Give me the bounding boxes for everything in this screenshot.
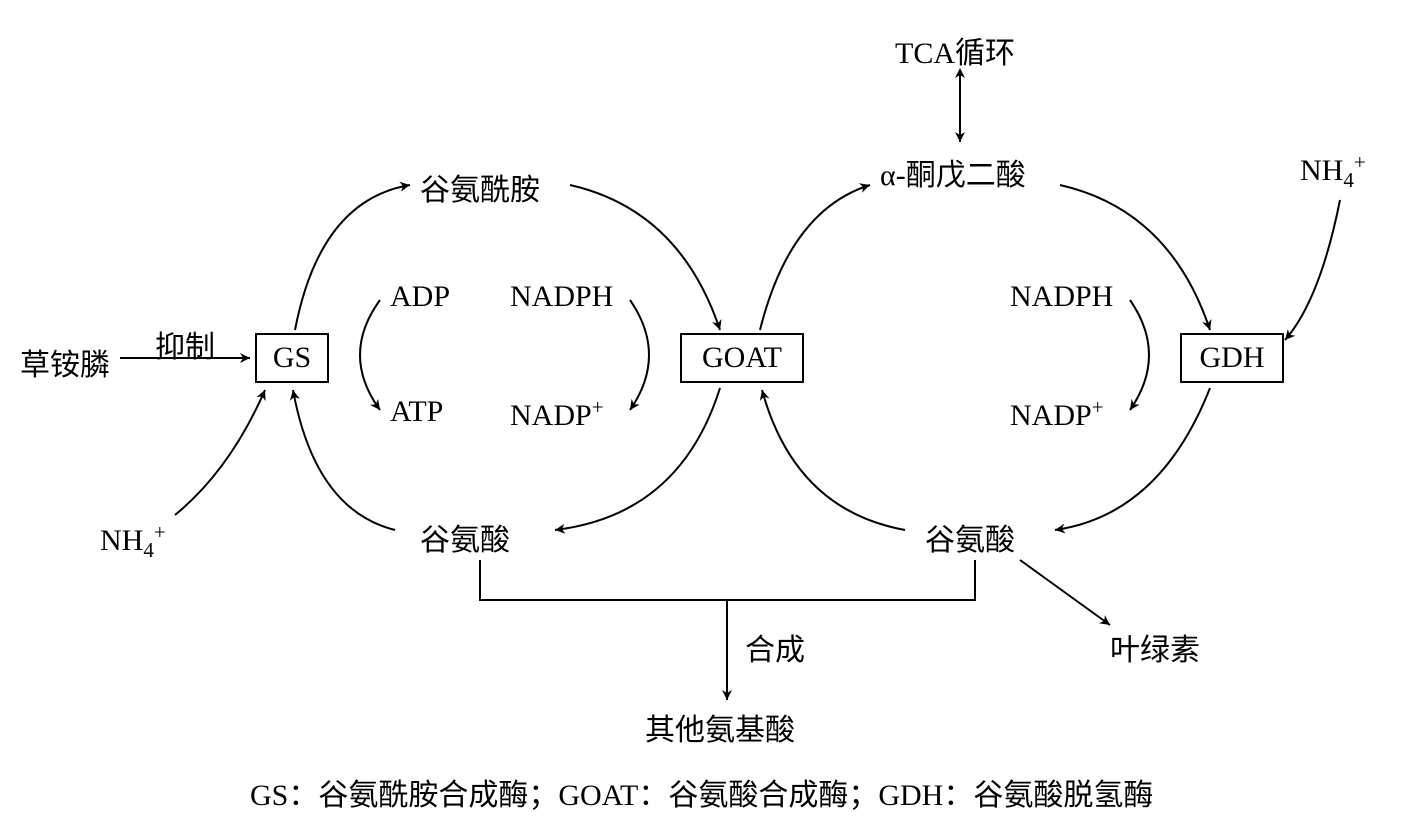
gs-box: GS xyxy=(255,333,329,383)
label-synthesis: 合成 xyxy=(745,625,805,669)
arrow-glu-goat xyxy=(762,390,905,530)
label-nadp-left: NADP+ xyxy=(510,395,604,433)
gdh-box: GDH xyxy=(1180,333,1284,383)
label-nh4-right: NH4+ xyxy=(1300,150,1366,193)
arrow-nh4-gs xyxy=(175,390,265,515)
diagram-arrows xyxy=(0,0,1404,820)
arrow-nadph-left xyxy=(630,300,649,410)
label-tca: TCA循环 xyxy=(895,28,1015,72)
label-glutamine: 谷氨酰胺 xyxy=(420,165,540,209)
label-adp: ADP xyxy=(390,280,450,314)
label-nh4-left: NH4+ xyxy=(100,520,166,563)
caption: GS：谷氨酰胺合成酶；GOAT：谷氨酸合成酶；GDH：谷氨酸脱氢酶 xyxy=(250,770,1153,814)
arrow-goat-akg xyxy=(760,185,870,330)
arrow-nadph-right xyxy=(1130,300,1149,410)
label-atp: ATP xyxy=(390,395,443,429)
bracket-glutamate xyxy=(480,560,975,600)
label-inhibit: 抑制 xyxy=(155,322,215,366)
label-other-aa: 其他氨基酸 xyxy=(645,705,795,749)
label-nadp-right: NADP+ xyxy=(1010,395,1104,433)
label-glu-right: 谷氨酸 xyxy=(925,515,1015,559)
label-nadph-right: NADPH xyxy=(1010,280,1113,314)
arrow-nh4-gdh xyxy=(1285,200,1340,340)
label-nadph-left: NADPH xyxy=(510,280,613,314)
goat-box: GOAT xyxy=(680,333,804,383)
label-chlorophyll: 叶绿素 xyxy=(1110,625,1200,669)
arrow-glu-gs xyxy=(293,390,395,530)
arrow-chlorophyll xyxy=(1020,560,1110,625)
label-glufosinate: 草铵膦 xyxy=(20,340,110,384)
label-glu-left: 谷氨酸 xyxy=(420,515,510,559)
arrow-atp-adp xyxy=(360,300,380,410)
label-akg: α-酮戊二酸 xyxy=(880,150,1026,194)
